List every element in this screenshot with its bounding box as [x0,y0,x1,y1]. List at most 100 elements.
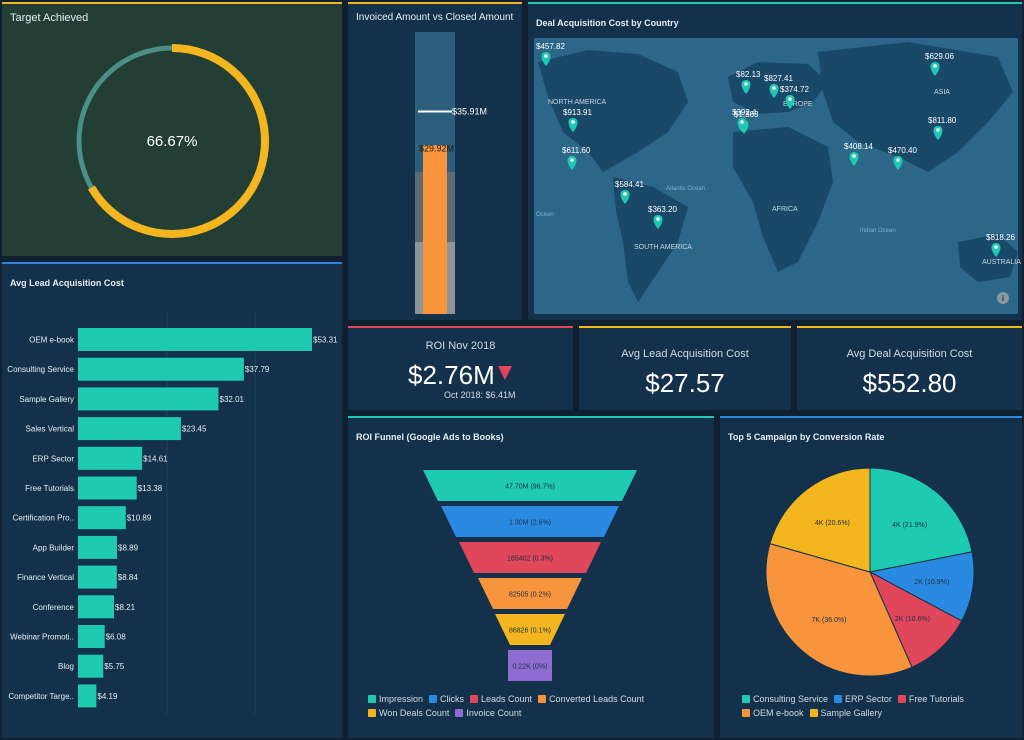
funnel-chart: 47.70M (96.7%) 1.30M (2.6%) 165402 (0.3%) 8… [423,470,637,681]
map-pin-icon[interactable] [567,156,577,170]
map-pin-icon[interactable] [568,118,578,132]
map-pin-icon[interactable] [893,156,903,170]
map-pin-icon[interactable] [620,190,630,204]
funnel-value-label: 86826 (0.1%) [509,628,551,635]
land-africa [733,127,833,272]
legend-swatch [368,709,376,717]
pie-slice[interactable] [869,467,973,573]
lead-cost-bar[interactable] [78,535,118,559]
map-pin-icon[interactable] [541,52,551,66]
pie-slice[interactable] [868,570,963,668]
funnel-segment[interactable] [508,650,552,681]
map-pin-icon[interactable] [991,243,1001,257]
funnel-segment[interactable] [423,470,637,501]
land-australia [958,234,1018,282]
legend-item[interactable]: Impression [368,692,423,706]
lead-cost-bar[interactable] [78,684,97,708]
map-pin-dot [544,54,548,58]
bar-value-label: $8.89 [118,543,139,552]
funnel-segment[interactable] [495,614,565,645]
map-pin-label: $1,363 [734,110,759,119]
legend-item[interactable]: Converted Leads Count [538,692,644,706]
map-pin-dot [740,120,744,124]
pie-slice[interactable] [765,542,913,677]
world-map[interactable]: NORTH AMERICA SOUTH AMERICA AFRICA ASIA … [528,2,1022,320]
lead-cost-bar[interactable] [78,417,181,441]
lead-cost-bar[interactable] [78,625,105,648]
map-pins[interactable]: $457.82 $913.91 $611.60 $584.41 $363.20 $82.1… [536,42,1015,257]
map-pin-icon[interactable] [741,80,751,94]
bar-category-label: Certification Pro.. [13,514,74,523]
pie-chart: 4K (21.9%) 2K (10.9%) 2K (10.6%) 7K (36.0%)… [765,467,975,677]
lead-cost-bar[interactable] [78,446,143,470]
lead-cost-bar[interactable] [78,565,117,589]
map-panel: Deal Acquisition Cost by Country NORTH A… [528,2,1022,320]
map-pin-icon[interactable] [930,62,940,76]
legend-item[interactable]: Invoice Count [455,706,521,720]
map-pin-label: $363.20 [648,205,677,214]
map-pin-label: $470.40 [888,146,917,155]
pie-value-label: 4K (21.9%) [892,522,927,529]
legend-swatch [455,709,464,717]
legend-item[interactable]: ERP Sector [834,692,892,706]
legend-label: ERP Sector [845,694,892,704]
map-pin-label: $374.72 [780,85,809,94]
pie-slice[interactable] [868,551,975,622]
bar-category-label: ERP Sector [32,454,74,463]
lead-cost-bar[interactable] [78,654,104,678]
region-label: AUSTRALIA [982,259,1021,266]
lead-cost-bar[interactable] [78,328,312,351]
bar-category-label: OEM e-book [29,336,75,345]
legend-item[interactable]: Sample Gallery [809,706,882,720]
legend-item[interactable]: OEM e-book [742,706,804,720]
ocean-label: Atlantic Ocean [666,186,705,192]
bar-category-label: Blog [58,662,74,671]
map-pin-dot [933,64,937,68]
map-pin-dot [656,217,660,221]
bar-value-label: $8.21 [115,603,136,612]
pie-title: Top 5 Campaign by Conversion Rate [728,432,885,442]
map-pin-icon[interactable] [653,215,663,229]
legend-swatch [897,695,906,703]
land-south-america [613,177,688,302]
legend-label: Invoice Count [466,708,522,718]
map-pin-icon[interactable] [769,84,779,98]
target-achieved-panel: Target Achieved 66.67% [2,2,342,256]
funnel-segment[interactable] [459,542,601,573]
funnel-value-label: 47.70M (96.7%) [505,484,555,491]
legend-label: Clicks [440,694,465,704]
funnel-segment[interactable] [478,578,582,609]
map-pin-dot [994,245,998,249]
lead-cost-chart: OEM e-book $53.31 Consulting Service $37.79… [7,312,338,714]
legend-item[interactable]: Won Deals Count [368,706,449,720]
map-pin-label: $584.41 [615,180,644,189]
info-icon[interactable] [997,292,1009,304]
region-label: SOUTH AMERICA [634,244,692,251]
pie-value-label: 2K (10.9%) [914,579,949,586]
lead-cost-bar[interactable] [78,357,244,381]
map-pin-icon[interactable] [933,126,943,140]
map-pin-icon[interactable] [849,152,859,166]
pie-slice[interactable] [769,467,871,573]
region-label: NORTH AMERICA [548,99,607,106]
lead-cost-bar[interactable] [78,506,126,530]
legend-item[interactable]: Consulting Service [742,692,828,706]
region-label: AFRICA [772,206,798,213]
map-pin-icon[interactable] [737,118,747,132]
legend-item[interactable]: Leads Count [470,692,532,706]
funnel-segment[interactable] [441,506,619,537]
legend-item[interactable]: Free Tutorials [897,692,964,706]
funnel-value-label: 0.22K (0%) [512,664,547,671]
roi-value: $2.76M [408,360,495,390]
map-pin-icon[interactable] [785,95,795,109]
map-pin-dot [896,158,900,162]
target-progress-arc [87,44,269,238]
bar-value-label: $8.84 [118,573,139,582]
lead-cost-bar[interactable] [78,476,137,500]
legend-item[interactable]: Clicks [429,692,464,706]
map-pin-label: $818.26 [986,233,1015,242]
lead-cost-bar[interactable] [78,387,219,411]
map-pin-label: $611.60 [562,146,591,155]
lead-cost-bar[interactable] [78,595,115,619]
map-pin-label: $913.91 [563,108,592,117]
